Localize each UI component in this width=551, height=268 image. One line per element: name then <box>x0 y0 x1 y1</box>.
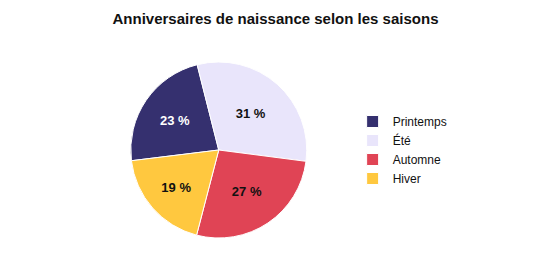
svg-text:Printemps: Printemps <box>393 115 447 129</box>
svg-text:27 %: 27 % <box>232 184 262 199</box>
svg-text:Hiver: Hiver <box>393 172 421 186</box>
svg-text:Automne: Automne <box>393 153 441 167</box>
svg-text:31 %: 31 % <box>236 106 266 121</box>
svg-text:23 %: 23 % <box>160 113 190 128</box>
svg-text:19 %: 19 % <box>161 180 191 195</box>
svg-text:Anniversaires de naissance sel: Anniversaires de naissance selon les sai… <box>112 10 438 27</box>
svg-text:Été: Été <box>393 133 411 148</box>
